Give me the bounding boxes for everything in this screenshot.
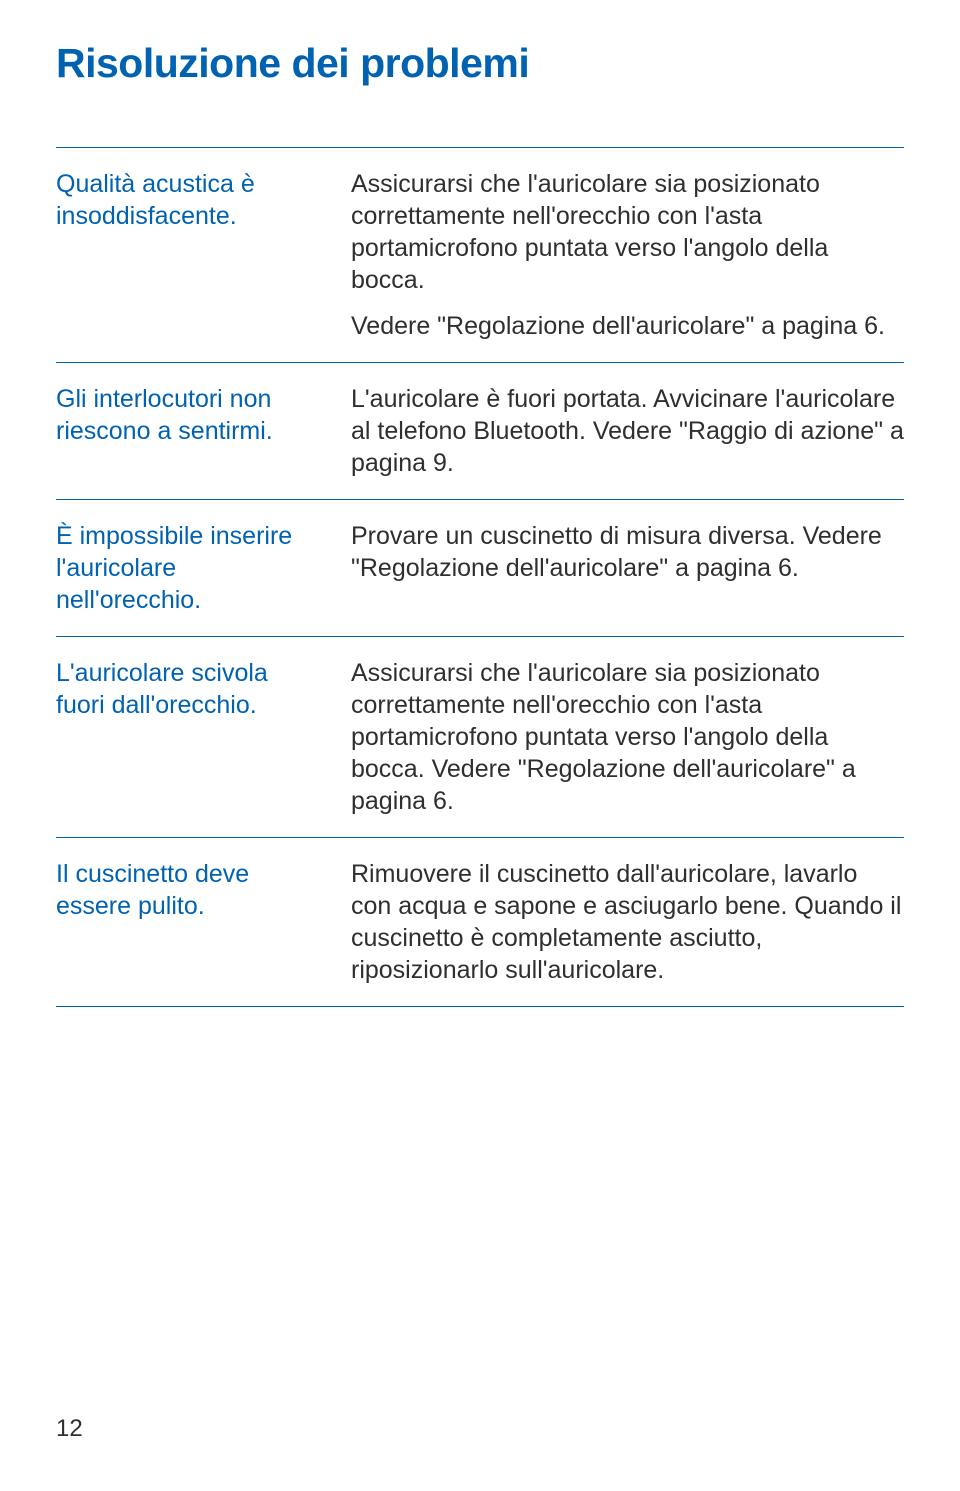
table-row: L'auricolare scivola fuori dall'orecchio… (56, 637, 904, 838)
table-row: Il cuscinetto deve essere pulito.Rimuove… (56, 838, 904, 1007)
page-title: Risoluzione dei problemi (56, 40, 904, 87)
solution-cell: L'auricolare è fuori portata. Avvicinare… (351, 363, 904, 500)
table-body: Qualità acustica è insoddisfacente.Assic… (56, 148, 904, 1007)
solution-paragraph: Vedere "Regolazione dell'auricolare" a p… (351, 310, 904, 342)
table-row: Gli interlocutori non riescono a sentirm… (56, 363, 904, 500)
table-row: Qualità acustica è insoddisfacente.Assic… (56, 148, 904, 363)
solution-paragraph: Assicurarsi che l'auricolare sia posizio… (351, 657, 904, 817)
page: Risoluzione dei problemi Qualità acustic… (0, 0, 960, 1491)
solution-paragraph: Provare un cuscinetto di misura diversa.… (351, 520, 904, 584)
solution-paragraph: L'auricolare è fuori portata. Avvicinare… (351, 383, 904, 479)
problem-cell: Il cuscinetto deve essere pulito. (56, 838, 351, 1007)
solution-cell: Rimuovere il cuscinetto dall'auricolare,… (351, 838, 904, 1007)
table-row: È impossibile inserire l'auricolare nell… (56, 500, 904, 637)
solution-paragraph: Rimuovere il cuscinetto dall'auricolare,… (351, 858, 904, 986)
problem-cell: Qualità acustica è insoddisfacente. (56, 148, 351, 363)
troubleshooting-table: Qualità acustica è insoddisfacente.Assic… (56, 147, 904, 1007)
problem-cell: È impossibile inserire l'auricolare nell… (56, 500, 351, 637)
solution-cell: Provare un cuscinetto di misura diversa.… (351, 500, 904, 637)
solution-paragraph: Assicurarsi che l'auricolare sia posizio… (351, 168, 904, 296)
solution-cell: Assicurarsi che l'auricolare sia posizio… (351, 637, 904, 838)
problem-cell: L'auricolare scivola fuori dall'orecchio… (56, 637, 351, 838)
solution-cell: Assicurarsi che l'auricolare sia posizio… (351, 148, 904, 363)
page-number: 12 (56, 1415, 83, 1443)
problem-cell: Gli interlocutori non riescono a sentirm… (56, 363, 351, 500)
